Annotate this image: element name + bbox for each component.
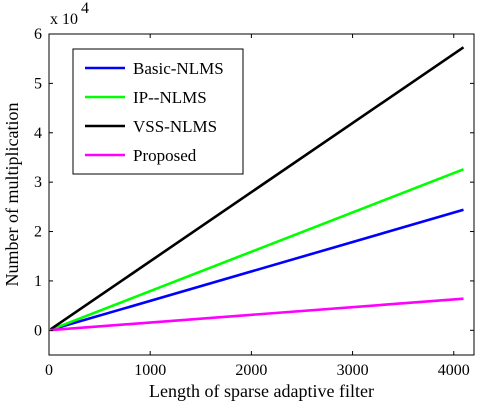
y-tick-label: 2 xyxy=(34,224,42,241)
series-line-4 xyxy=(50,297,464,332)
x-tick-label: 4000 xyxy=(438,362,470,379)
y-multiplier-label: x 10 xyxy=(50,11,78,28)
series-line-1 xyxy=(50,208,464,332)
legend: Basic-NLMS IP--NLMS VSS-NLMS Proposed xyxy=(72,48,244,175)
y-tick-label: 1 xyxy=(34,273,42,290)
series-line-3 xyxy=(49,46,465,331)
legend-box xyxy=(72,48,244,175)
x-tick-label: 0 xyxy=(45,362,53,379)
y-tick-label: 4 xyxy=(34,125,42,142)
x-tick-label: 2000 xyxy=(235,362,267,379)
y-tick-label: 0 xyxy=(34,322,42,339)
legend-entry-3: VSS-NLMS xyxy=(133,117,217,136)
y-tick-label: 5 xyxy=(34,75,42,92)
x-axis-label: Length of sparse adaptive filter xyxy=(149,381,374,401)
y-multiplier-exponent: 4 xyxy=(81,0,89,17)
y-tick-label: 3 xyxy=(34,174,42,191)
x-tick-label: 1000 xyxy=(134,362,166,379)
plot-layer xyxy=(49,46,465,332)
y-axis-label: Number of multiplication xyxy=(2,103,22,287)
axes-layer: 0 1000 2000 3000 4000 0 1 2 3 4 5 6 xyxy=(34,26,475,379)
legend-entry-4: Proposed xyxy=(133,146,197,165)
legend-entry-2: IP--NLMS xyxy=(133,88,207,107)
series-line-2 xyxy=(50,168,464,332)
y-tick-label: 6 xyxy=(34,26,42,43)
legend-entry-1: Basic-NLMS xyxy=(133,59,224,78)
x-tick-label: 3000 xyxy=(337,362,369,379)
axes-box xyxy=(48,33,475,356)
